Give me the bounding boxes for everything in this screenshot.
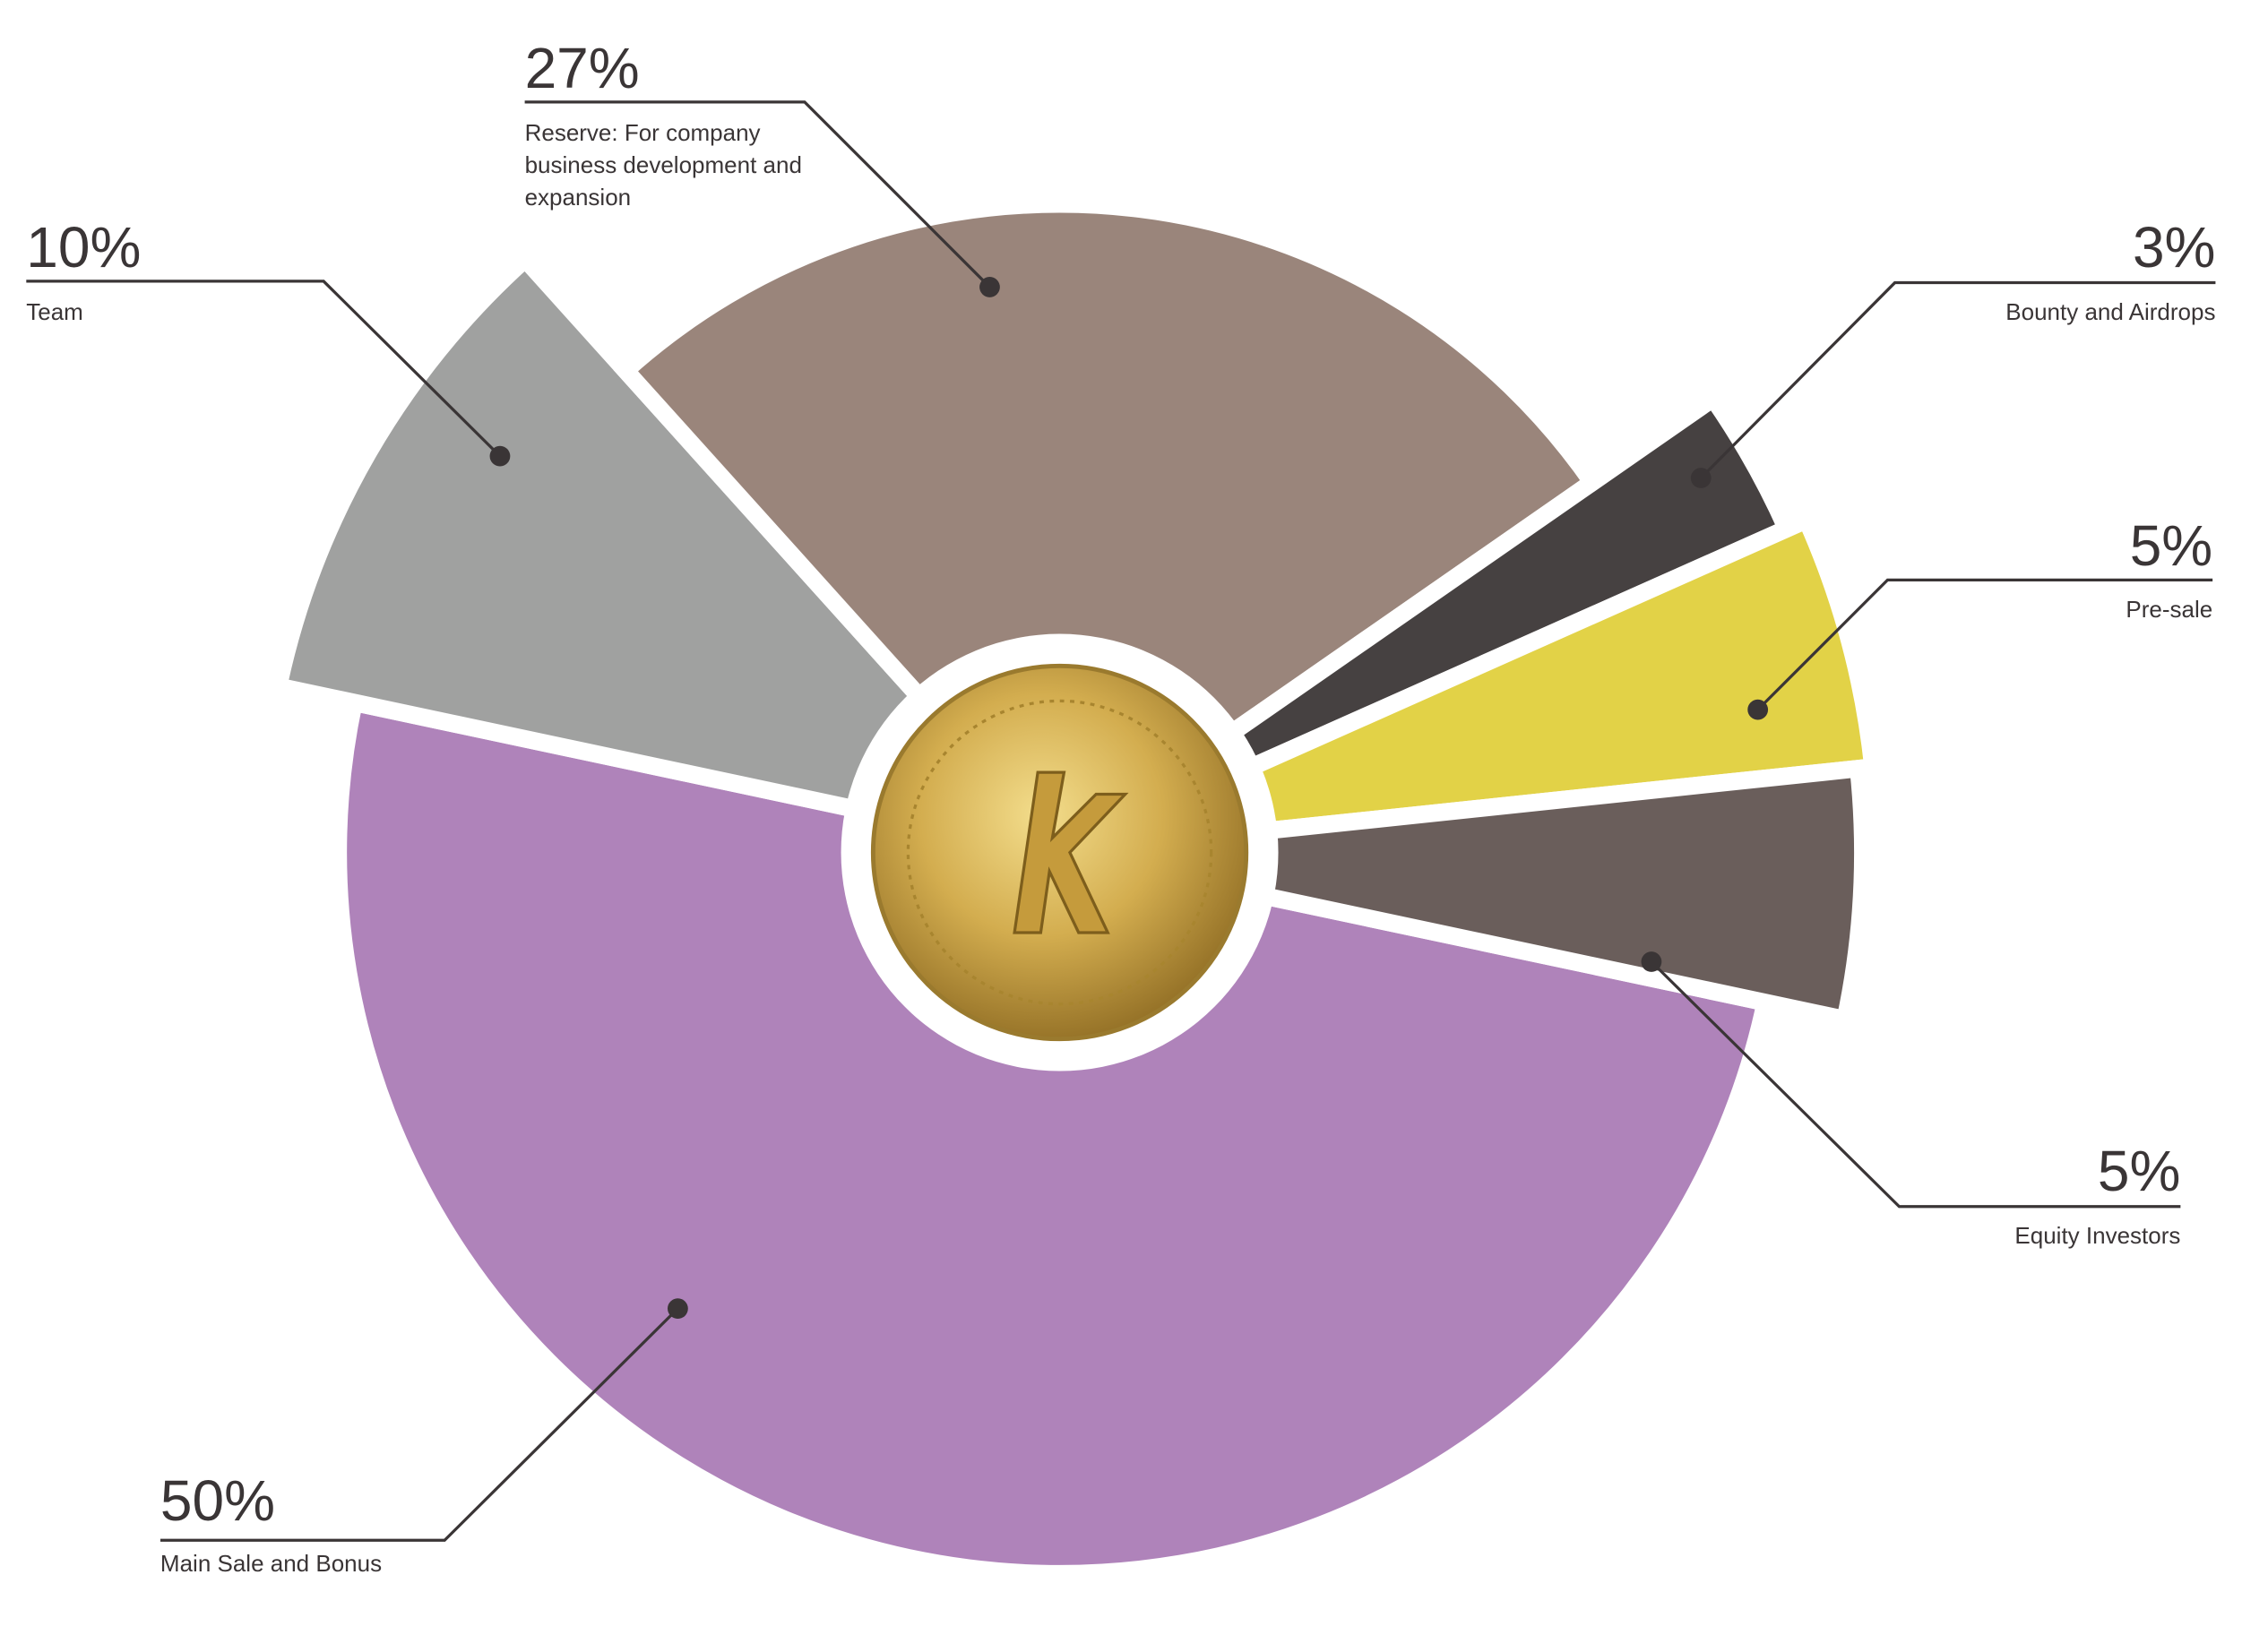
leader-line xyxy=(160,1307,679,1542)
leader-line xyxy=(1700,280,2216,479)
value-label: 27% xyxy=(524,35,640,100)
value-label: 10% xyxy=(26,214,142,280)
pie-slice xyxy=(613,194,1605,865)
coin-ring xyxy=(906,699,1213,1006)
leader-dot xyxy=(668,1298,688,1320)
pie-slice xyxy=(338,702,1765,1574)
leader-line xyxy=(524,100,991,288)
leader-dot xyxy=(1747,699,1769,720)
pie-slice xyxy=(268,246,1084,867)
value-label: 50% xyxy=(160,1467,276,1533)
pie-slice xyxy=(1056,508,1883,862)
category-label: Bounty and Airdrops xyxy=(2005,298,2216,326)
category-label: Pre-sale xyxy=(2126,596,2213,624)
category-label: Reserve: For company business developmen… xyxy=(524,119,802,211)
value-label: 5% xyxy=(2129,513,2213,579)
leader-line xyxy=(1756,578,2213,711)
leader-line xyxy=(1650,960,2181,1209)
value-label: 5% xyxy=(2097,1139,2181,1204)
leader-line xyxy=(26,280,502,458)
leader-dot xyxy=(489,445,511,467)
category-label: Main Sale and Bonus xyxy=(160,1550,383,1578)
leader-dot xyxy=(1690,468,1712,488)
leader-dot xyxy=(979,277,1000,297)
value-label: 3% xyxy=(2132,214,2216,280)
leader-dot xyxy=(1641,951,1662,972)
coin-logo xyxy=(1013,770,1129,934)
category-label: Equity Investors xyxy=(2014,1222,2181,1250)
category-label: Team xyxy=(26,298,83,326)
pie-slice xyxy=(1057,759,1872,1030)
